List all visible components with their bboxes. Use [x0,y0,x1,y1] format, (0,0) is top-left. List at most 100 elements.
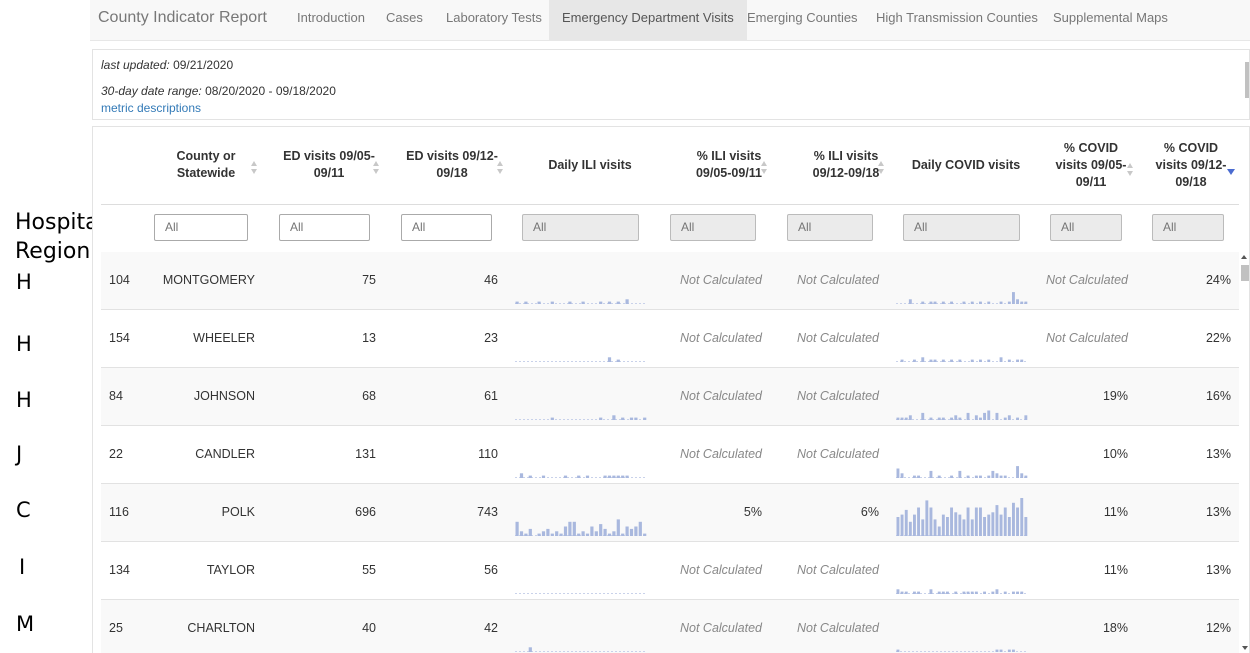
sparkline-bar [929,301,933,304]
sparkline-bar [896,468,900,478]
sparkline-bar [941,417,945,420]
sparkline-bar [913,514,916,536]
county-name: POLK [221,505,255,519]
col-header-covid2[interactable]: % COVID visits 09/12- 09/18 [1151,127,1235,203]
region-letter: M [16,612,35,636]
sparkline-bar [921,519,925,536]
sparkline-bar [999,357,1003,362]
ili-pct-week2: 6% [860,505,879,519]
ili-pct-week2: Not Calculated [797,389,879,403]
table-row[interactable]: 104 MONTGOMERY 75 46 Not Calculated Not … [101,252,1239,310]
sort-icon[interactable] [251,161,257,175]
ed-visits-week2: 110 [478,447,498,461]
covid-sparkline-svg [896,589,1028,594]
sparkline-bar [974,415,978,420]
sparkline-bar [904,417,908,420]
sparkline-bar [979,507,982,536]
sparkline-bar [966,475,970,478]
tab-introduction[interactable]: Introduction [297,10,365,25]
table-row[interactable]: 25 CHARLTON 40 42 Not Calculated Not Cal… [101,600,1239,653]
sparkline-bar [941,591,945,594]
covid-sparkline [896,496,1028,536]
sparkline-bar [550,533,554,536]
sparkline-bar [1012,591,1015,594]
ili-sparkline-svg [515,473,647,478]
sparkline-bar [929,507,933,536]
app-brand[interactable]: County Indicator Report [98,9,267,26]
sort-icon[interactable] [761,161,767,175]
header-line: % COVID [1163,140,1219,155]
sparkline-bar [987,301,991,304]
header-line: % COVID [1063,140,1119,155]
covid-pct-week1: Not Calculated [1046,331,1128,345]
table-scrollbar-thumb[interactable] [1241,265,1249,281]
col-header-covid1[interactable]: % COVID visits 09/05- 09/11 [1047,127,1135,203]
sparkline-bar [995,649,999,652]
table-row[interactable]: 22 CANDLER 131 110 Not Calculated Not Ca… [101,426,1239,484]
sparkline-bar [1024,415,1028,420]
sparkline-bar [1012,502,1015,536]
sort-icon[interactable] [373,161,379,175]
county-name: MONTGOMERY [162,273,255,287]
scroll-up-arrow[interactable] [1241,255,1247,259]
col-header-ili2[interactable]: % ILI visits 09/12-09/18 [796,127,896,203]
sparkline-bar [612,415,616,420]
col-header-ed1[interactable]: ED visits 09/05- 09/11 [275,127,383,203]
sparkline-bar [929,359,933,362]
tab-emerging-counties[interactable]: Emerging Counties [747,10,858,25]
tab-emergency-department-visits[interactable]: Emergency Department Visits [549,0,747,40]
sort-icon[interactable] [1127,163,1133,177]
metric-descriptions-link[interactable]: metric descriptions [101,101,202,115]
county-name: WHEELER [193,331,255,345]
sparkline-bar [974,591,978,594]
sort-icon[interactable] [878,161,884,175]
sparkline-bar [999,301,1003,304]
ili-pct-week2: Not Calculated [797,331,879,345]
sparkline-bar [929,589,933,594]
sparkline-bar [625,475,629,478]
sparkline-bar [607,301,612,304]
covid-pct-week2: 16% [1205,389,1231,403]
date-range-label: 30-day date range: [101,84,202,98]
sort-icon[interactable] [497,161,503,175]
sparkline-bar [621,533,625,536]
sparkline-bar [950,475,953,478]
sparkline-bar [958,514,962,536]
info-scrollbar[interactable] [1245,62,1249,98]
covid-pct-week2: 22% [1205,331,1231,345]
tab-cases[interactable]: Cases [386,10,423,25]
sparkline-bar [913,475,916,478]
scroll-down-arrow[interactable] [1242,646,1248,650]
col-header-ili1[interactable]: % ILI visits 09/05-09/11 [679,127,779,203]
ili-pct-week1: Not Calculated [680,621,762,635]
sparkline-bar [970,301,974,304]
header-line: % ILI visits [696,149,762,163]
row-id: 22 [109,447,123,461]
sparkline-bar [908,415,912,420]
sparkline-bar [950,359,953,362]
sparkline-bar [1020,591,1024,594]
sparkline-bar [1007,359,1011,362]
ili-sparkline [515,380,647,420]
sparkline-bar [616,301,620,304]
tab-high-transmission-counties[interactable]: High Transmission Counties [876,10,1038,25]
table-row[interactable]: 116 POLK 696 743 5% 6% 11% 13% [101,484,1239,542]
sparkline-bar [585,475,590,478]
table-row[interactable]: 154 WHEELER 13 23 Not Calculated Not Cal… [101,310,1239,368]
filter-ed1[interactable] [279,214,370,241]
sparkline-bar [634,417,638,420]
filter-ed2[interactable] [401,214,492,241]
filter-county[interactable] [154,214,248,241]
sparkline-bar [974,507,978,536]
sparkline-bar [537,533,541,536]
sort-desc-icon[interactable] [1227,169,1235,175]
table-row[interactable]: 84 JOHNSON 68 61 Not Calculated Not Calc… [101,368,1239,426]
table-row[interactable]: 134 TAYLOR 55 56 Not Calculated Not Calc… [101,542,1239,600]
col-header-ed2[interactable]: ED visits 09/12- 09/18 [397,127,507,203]
sparkline-bar [904,591,908,594]
tab-laboratory-tests[interactable]: Laboratory Tests [446,10,542,25]
sparkline-bar [1016,417,1019,420]
col-header-county[interactable]: County or Statewide [151,127,261,203]
tab-supplemental-maps[interactable]: Supplemental Maps [1053,10,1168,25]
covid-pct-week1: Not Calculated [1046,273,1128,287]
